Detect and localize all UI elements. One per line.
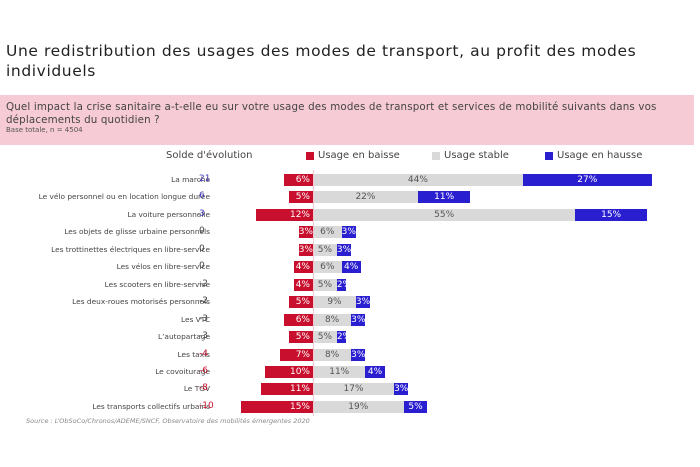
bar-stable: 22% xyxy=(313,191,418,204)
bar-hausse: 4% xyxy=(365,365,385,378)
bar-stable: 55% xyxy=(313,208,576,221)
solde-value: -2 xyxy=(199,296,208,307)
solde-value: -3 xyxy=(199,331,208,342)
bar-baisse: 11% xyxy=(260,383,313,396)
bar-hausse: 2% xyxy=(336,278,352,291)
legend-swatch-hausse xyxy=(545,151,553,160)
bar-stable: 44% xyxy=(313,174,523,186)
bar-hausse: 3% xyxy=(351,348,366,361)
solde-value: -6 xyxy=(199,365,208,376)
category-label: Les taxis xyxy=(177,349,210,359)
sample-base: Base totale, n = 4504 xyxy=(6,126,83,134)
bar-baisse: 10% xyxy=(265,365,313,378)
bar-hausse: 4% xyxy=(341,261,361,274)
bar-hausse: 3% xyxy=(341,226,356,239)
legend-label-stable: Usage stable xyxy=(444,150,509,161)
category-label: Les VTC xyxy=(180,314,210,324)
bar-hausse: 2% xyxy=(336,331,352,344)
category-label: Les objets de glisse urbaine personnels xyxy=(64,227,210,237)
category-label: Les trottinettes électriques en libre-se… xyxy=(51,244,210,254)
bar-baisse: 6% xyxy=(284,313,313,326)
solde-value: -4 xyxy=(199,348,208,359)
bar-stable: 8% xyxy=(313,313,352,326)
legend-swatch-baisse xyxy=(306,151,314,160)
solde-header: Solde d'évolution xyxy=(166,150,253,161)
bar-baisse: 15% xyxy=(241,400,313,413)
source-note: Source : L’ObSoCo/Chronos/ADEME/SNCF, Ob… xyxy=(26,417,310,425)
bar-stable: 5% xyxy=(313,243,337,256)
bar-baisse: 5% xyxy=(289,331,313,344)
bar-stable: 19% xyxy=(313,400,404,413)
category-label: La marche xyxy=(171,175,210,184)
legend-swatch-stable xyxy=(432,151,440,160)
solde-value: -3 xyxy=(199,313,208,324)
category-label: Le covoiturage xyxy=(155,366,210,376)
bar-stable: 6% xyxy=(313,226,342,239)
category-label: Le vélo personnel ou en location longue … xyxy=(38,192,210,202)
category-label: Le TGV xyxy=(183,384,210,394)
category-label: Les scooters en libre-service xyxy=(104,279,210,289)
bar-stable: 6% xyxy=(313,261,342,274)
bar-hausse: 3% xyxy=(355,296,371,309)
bar-baisse: 6% xyxy=(284,174,313,186)
legend-item-baisse: Usage en baisse xyxy=(306,150,400,161)
solde-value: 21 xyxy=(199,174,211,184)
legend-item-hausse: Usage en hausse xyxy=(545,150,642,161)
bar-stable: 8% xyxy=(313,348,352,361)
bar-stable: 17% xyxy=(313,383,395,396)
bar-baisse: 5% xyxy=(289,191,313,204)
solde-value: 0 xyxy=(199,226,205,237)
bar-stable: 5% xyxy=(313,331,337,344)
solde-value: 0 xyxy=(199,243,205,254)
category-label: L’autopartage xyxy=(157,332,210,342)
category-label: Les deux-roues motorisés personnels xyxy=(72,297,210,307)
bar-stable: 11% xyxy=(313,365,366,378)
solde-value: 0 xyxy=(199,261,205,272)
legend-label-hausse: Usage en hausse xyxy=(557,150,643,161)
category-label: La voiture personnelle xyxy=(127,209,210,219)
bar-stable: 5% xyxy=(313,278,337,291)
bar-hausse: 11% xyxy=(417,191,471,204)
category-label: Les transports collectifs urbains xyxy=(92,401,210,411)
bar-stable: 9% xyxy=(313,296,356,309)
zero-axis-line xyxy=(313,170,314,416)
question-band xyxy=(0,95,694,145)
bar-baisse: 3% xyxy=(298,226,313,239)
bar-baisse: 4% xyxy=(293,278,313,291)
bar-hausse: 27% xyxy=(522,174,652,186)
bar-hausse: 3% xyxy=(351,313,366,326)
bar-hausse: 5% xyxy=(403,400,428,413)
solde-value: -2 xyxy=(199,278,208,289)
bar-hausse: 3% xyxy=(336,243,352,256)
solde-value: -10 xyxy=(199,400,214,411)
bar-baisse: 3% xyxy=(298,243,313,256)
solde-value: -8 xyxy=(199,383,208,394)
legend-item-stable: Usage stable xyxy=(432,150,509,161)
survey-question: Quel impact la crise sanitaire a-t-elle … xyxy=(6,101,657,126)
bar-baisse: 5% xyxy=(289,296,313,309)
bar-hausse: 3% xyxy=(394,383,409,396)
bar-baisse: 4% xyxy=(293,261,313,274)
solde-value: 6 xyxy=(199,191,205,202)
bar-baisse: 12% xyxy=(255,208,313,221)
category-label: Les vélos en libre-service xyxy=(116,262,210,272)
page-title: Une redistribution des usages des modes … xyxy=(6,42,637,80)
solde-value: 3 xyxy=(199,208,205,219)
legend-label-baisse: Usage en baisse xyxy=(318,150,400,161)
bar-hausse: 15% xyxy=(575,208,647,221)
bar-baisse: 7% xyxy=(279,348,313,361)
